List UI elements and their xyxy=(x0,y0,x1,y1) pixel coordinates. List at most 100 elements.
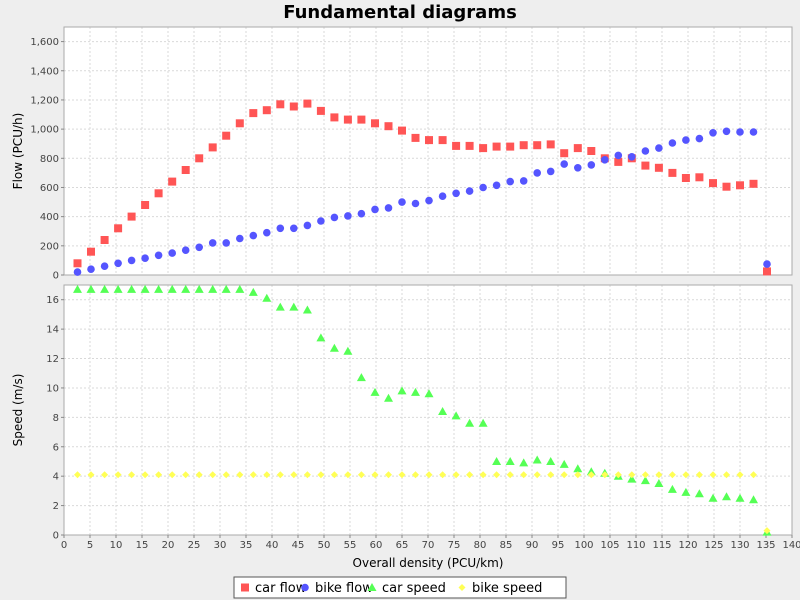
series-bike-flow xyxy=(73,127,771,276)
data-point xyxy=(709,129,717,137)
data-point xyxy=(303,471,311,479)
data-point xyxy=(195,154,204,163)
y-tick-label: 6 xyxy=(53,442,59,453)
data-point xyxy=(113,284,123,293)
y-tick-label: 1,400 xyxy=(30,66,59,77)
data-point xyxy=(478,418,488,427)
x-tick-label: 0 xyxy=(61,540,67,551)
data-point xyxy=(343,346,353,355)
data-point xyxy=(100,236,109,244)
data-point xyxy=(182,471,190,479)
data-point xyxy=(330,471,338,479)
data-point xyxy=(128,471,136,479)
data-point xyxy=(695,134,704,143)
data-point xyxy=(371,471,379,479)
data-point xyxy=(411,387,420,396)
data-point xyxy=(425,136,433,145)
legend-label: bike speed xyxy=(472,581,542,596)
data-point xyxy=(249,471,257,479)
data-point xyxy=(492,142,501,151)
x-tick-label: 40 xyxy=(266,540,279,551)
x-tick-label: 60 xyxy=(370,540,383,551)
data-point xyxy=(695,173,704,182)
legend-item-bike-speed: bike speed xyxy=(458,581,542,596)
data-point xyxy=(100,262,109,271)
x-tick-label: 50 xyxy=(318,540,331,551)
x-tick-label: 35 xyxy=(240,540,253,551)
data-point xyxy=(385,471,392,479)
panel-speed: 0 2 4 6 8 10 12 14 16 Speed (m/s) 0 5 10 15 20 25 30 35 40… xyxy=(11,284,800,551)
data-point xyxy=(167,284,177,293)
data-point xyxy=(763,527,771,535)
x-tick-label: 90 xyxy=(526,540,539,551)
data-point xyxy=(195,471,203,479)
legend-marker xyxy=(301,583,309,592)
data-point xyxy=(574,164,582,172)
data-point xyxy=(763,260,771,268)
data-point xyxy=(208,284,218,293)
data-point xyxy=(708,493,718,502)
x-tick-label: 10 xyxy=(110,540,123,551)
x-tick-label: 55 xyxy=(344,540,357,551)
data-point xyxy=(168,471,176,479)
data-point xyxy=(290,224,298,233)
data-point xyxy=(668,168,677,177)
data-point xyxy=(452,189,460,198)
data-point xyxy=(248,287,258,296)
data-point xyxy=(546,167,555,176)
data-point xyxy=(317,217,325,225)
y-tick-label: 200 xyxy=(40,241,59,252)
x-tick-label: 25 xyxy=(188,540,201,551)
data-point xyxy=(168,249,176,257)
data-point xyxy=(750,471,757,479)
x-tick-label: 100 xyxy=(574,540,593,551)
data-point xyxy=(628,471,636,479)
data-point xyxy=(682,136,690,144)
data-point xyxy=(573,464,583,473)
y-tick-label: 10 xyxy=(46,383,59,394)
data-point xyxy=(452,471,460,479)
x-tick-label: 45 xyxy=(292,540,305,551)
data-point xyxy=(479,144,488,153)
x-tick-label: 120 xyxy=(678,540,697,551)
x-tick-label: 70 xyxy=(422,540,435,551)
data-point xyxy=(263,228,271,237)
data-point xyxy=(329,343,339,352)
data-point xyxy=(236,471,244,479)
data-point xyxy=(397,386,407,395)
data-point xyxy=(168,177,177,186)
data-point xyxy=(317,471,325,479)
data-point xyxy=(73,284,82,293)
data-point xyxy=(249,231,258,240)
data-point xyxy=(154,189,163,198)
data-point xyxy=(520,471,528,479)
data-point xyxy=(506,142,515,151)
data-point xyxy=(735,493,745,502)
data-point xyxy=(101,471,109,479)
data-point xyxy=(195,243,203,252)
data-point xyxy=(505,457,515,465)
y-axis-label: Speed (m/s) xyxy=(11,374,25,447)
data-point xyxy=(127,212,136,221)
data-point xyxy=(533,471,541,479)
data-point xyxy=(519,141,528,150)
data-point xyxy=(316,106,325,115)
data-point xyxy=(425,471,433,479)
data-point xyxy=(438,192,447,200)
data-point xyxy=(222,239,230,247)
x-tick-label: 110 xyxy=(626,540,645,551)
data-point xyxy=(262,293,272,302)
legend-box xyxy=(233,576,567,599)
x-tick-label: 95 xyxy=(552,540,565,551)
legend-item-bike-flow: bike flow xyxy=(301,581,373,596)
data-point xyxy=(114,259,122,268)
data-point xyxy=(640,476,650,485)
data-point xyxy=(667,484,677,493)
data-point xyxy=(357,209,366,218)
plot-border xyxy=(63,26,793,276)
data-point xyxy=(681,487,691,496)
data-point xyxy=(302,305,312,314)
data-point xyxy=(73,259,82,268)
data-point xyxy=(763,267,771,276)
